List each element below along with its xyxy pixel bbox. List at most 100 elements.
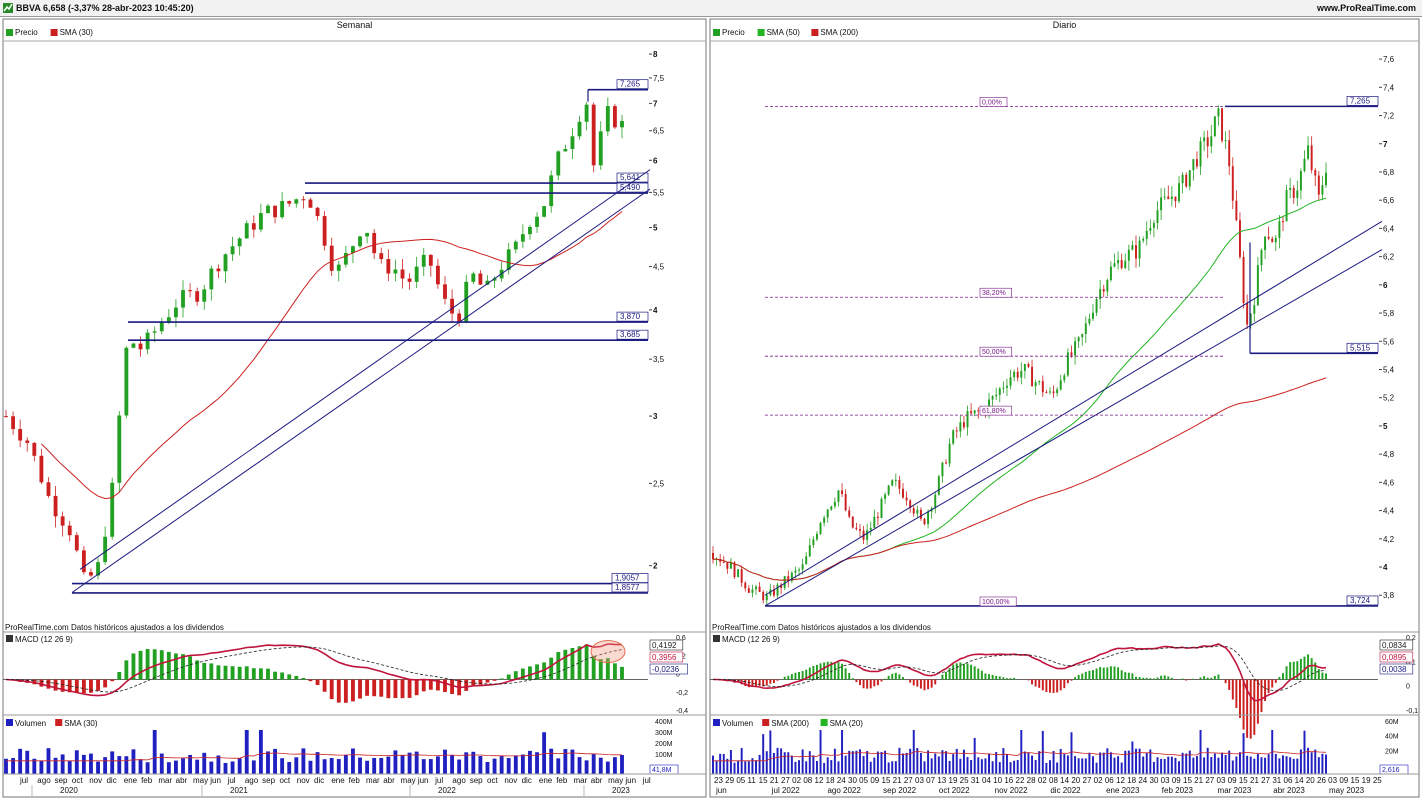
volume-bar xyxy=(528,750,532,774)
candle-body xyxy=(1231,166,1234,201)
macd-histogram-bar xyxy=(1242,679,1245,730)
candle-body xyxy=(952,430,955,444)
volume-bar xyxy=(400,755,405,774)
volume-bar xyxy=(273,748,277,774)
macd-histogram-bar xyxy=(131,653,136,680)
macd-value: 0,0834 xyxy=(1382,641,1407,650)
x-day-label: 22 xyxy=(1016,776,1025,785)
candle-body xyxy=(876,516,879,518)
x-month-label: mar xyxy=(158,776,172,785)
macd-histogram-bar xyxy=(1235,679,1238,709)
y-tick-label: 4,4 xyxy=(1383,507,1395,516)
macd-histogram-bar xyxy=(758,679,761,686)
macd-histogram-bar xyxy=(329,679,334,700)
candle-body xyxy=(880,498,883,518)
candle-body xyxy=(1321,185,1324,195)
candle-body xyxy=(372,232,377,254)
candle-body xyxy=(798,569,801,571)
candle-body xyxy=(152,331,157,333)
candle-body xyxy=(819,522,822,534)
macd-histogram-bar xyxy=(1246,679,1249,738)
level-label-box xyxy=(1346,595,1379,606)
macd-histogram-bar xyxy=(966,663,969,680)
volume-bar xyxy=(948,760,951,774)
fibonacci-label: 100,00% xyxy=(982,599,1010,606)
candle-body xyxy=(457,313,462,322)
candle-body xyxy=(421,254,426,267)
macd-histogram-bar xyxy=(620,666,624,680)
volume-bar xyxy=(322,759,327,774)
candle-body xyxy=(4,416,8,418)
candle-body xyxy=(280,201,285,218)
x-day-label: 18 xyxy=(1127,776,1136,785)
candle-body xyxy=(1325,172,1327,186)
volume-bar xyxy=(1009,762,1012,774)
level-label: 1,9057 xyxy=(615,574,640,583)
volume-bar xyxy=(443,749,447,774)
candle-body xyxy=(891,480,894,486)
candle-body xyxy=(1152,223,1155,228)
volume-bar xyxy=(1113,757,1116,774)
candle-body xyxy=(1120,260,1123,269)
candle-body xyxy=(138,343,143,350)
candle-body xyxy=(1117,260,1120,264)
macd-histogram-bar xyxy=(1253,679,1256,735)
candle-body xyxy=(1009,377,1012,386)
candle-body xyxy=(1041,381,1044,393)
volume-bar xyxy=(25,750,30,774)
candle-body xyxy=(386,259,391,274)
macd-histogram-bar xyxy=(1005,678,1008,680)
x-day-label: 20 xyxy=(1071,776,1080,785)
macd-histogram-bar xyxy=(1231,679,1234,700)
x-month-label: sep xyxy=(470,776,483,785)
candle-body xyxy=(258,213,263,230)
candle-body xyxy=(1299,171,1302,191)
candle-body xyxy=(945,462,947,464)
volume-bar xyxy=(67,761,72,774)
volume-value: 41,8M xyxy=(652,767,672,774)
volume-bar xyxy=(81,754,86,774)
macd-signal-line xyxy=(713,645,1327,692)
candle-body xyxy=(955,430,958,432)
x-month-label: mar xyxy=(366,776,380,785)
volume-bar xyxy=(891,761,894,774)
candle-body xyxy=(937,476,940,495)
candle-body xyxy=(74,535,79,551)
candle-body xyxy=(833,501,836,507)
x-day-label: 19 xyxy=(1362,776,1371,785)
macd-histogram-bar xyxy=(145,649,150,680)
volume-bar xyxy=(862,755,865,774)
volume-bar xyxy=(32,758,37,774)
candle-body xyxy=(1081,334,1084,338)
title-bar: BBVA 6,658 (-3,37% 28-abr-2023 10:45:20)… xyxy=(0,0,1422,17)
volume-bar xyxy=(934,753,937,774)
volume-bar xyxy=(819,730,822,774)
candle-body xyxy=(801,564,804,570)
y-tick-label: 7,5 xyxy=(653,74,665,83)
candle-body xyxy=(826,509,829,518)
volume-bar xyxy=(287,762,292,774)
volume-bar xyxy=(379,757,384,774)
macd-histogram-bar xyxy=(209,663,214,680)
volume-bar xyxy=(591,754,596,774)
x-day-label: 08 xyxy=(1049,776,1058,785)
volume-bar xyxy=(315,752,320,774)
volume-bar xyxy=(830,760,833,774)
ticker-quote: BBVA 6,658 (-3,37% 28-abr-2023 10:45:20) xyxy=(16,3,194,13)
x-day-label: 24 xyxy=(1138,776,1147,785)
candle-body xyxy=(1070,352,1073,356)
y-tick-label: 6,4 xyxy=(1383,224,1395,233)
candle-body xyxy=(790,572,793,581)
macd-histogram-bar xyxy=(923,679,926,691)
candle-body xyxy=(916,509,919,514)
site-link[interactable]: www.ProRealTime.com xyxy=(1316,3,1416,13)
x-day-label: 04 xyxy=(982,776,991,785)
macd-histogram-bar xyxy=(1106,667,1109,680)
x-month-label: ene xyxy=(124,776,138,785)
volume-bar xyxy=(294,757,299,774)
candle-body xyxy=(32,442,37,456)
macd-y-label: 0 xyxy=(676,672,680,679)
macd-histogram-bar xyxy=(1224,679,1227,684)
macd-histogram-bar xyxy=(876,679,879,686)
volume-bar xyxy=(722,753,725,774)
